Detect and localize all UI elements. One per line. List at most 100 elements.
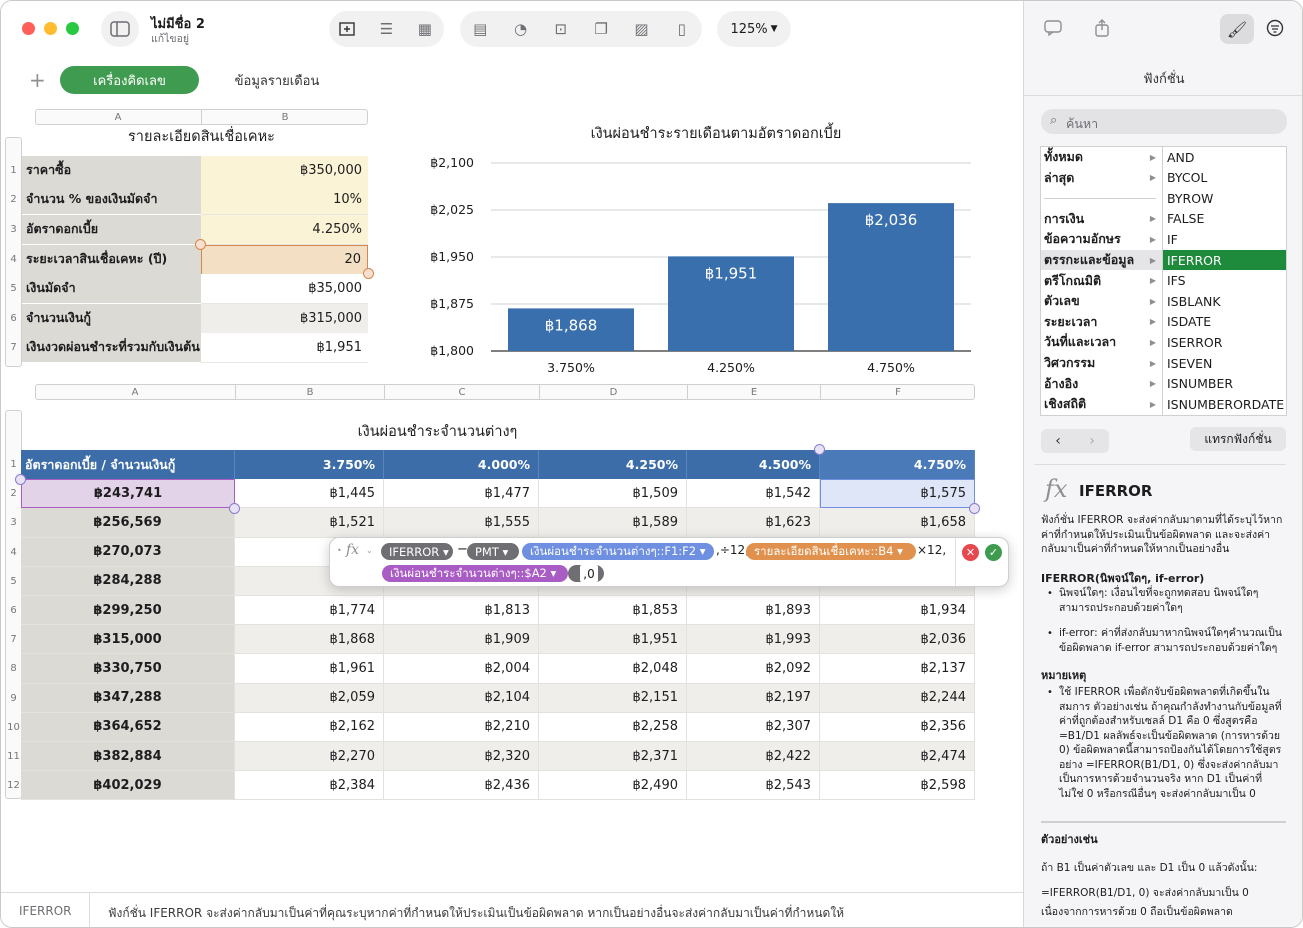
payment-cell[interactable]: ฿1,477 xyxy=(384,479,539,509)
accept-formula-button[interactable]: ✓ xyxy=(985,544,1002,561)
payment-cell[interactable]: ฿2,436 xyxy=(384,771,539,801)
payment-cell[interactable]: ฿1,893 xyxy=(687,596,820,626)
payment-cell[interactable]: ฿1,521 xyxy=(235,508,384,538)
row-number[interactable]: 11 xyxy=(7,751,20,763)
media-icon[interactable]: ▨ xyxy=(634,20,649,38)
loan-label-cell[interactable]: ราคาซื้อ xyxy=(22,156,201,186)
payment-cell[interactable]: ฿1,555 xyxy=(384,508,539,538)
category-item[interactable]: ตัวเลข ▶ xyxy=(1041,291,1162,311)
chart-icon[interactable]: ◔ xyxy=(513,20,528,38)
function-item[interactable]: IFERROR xyxy=(1163,250,1286,270)
function-item[interactable]: ISDATE xyxy=(1167,314,1212,330)
payment-cell[interactable]: ฿1,951 xyxy=(539,625,687,655)
tab-monthly-data[interactable]: ข้อมูลรายเดือน xyxy=(234,73,320,89)
payment-cell[interactable]: ฿2,356 xyxy=(820,712,975,742)
column-header[interactable]: B xyxy=(235,384,384,400)
payment-cell[interactable]: ฿1,813 xyxy=(384,596,539,626)
payment-cell[interactable]: ฿2,320 xyxy=(384,742,539,772)
row-number[interactable]: 8 xyxy=(10,663,17,675)
column-header[interactable]: A xyxy=(131,386,139,398)
insert-function-button[interactable]: แทรกฟังก์ชั่น xyxy=(1190,427,1286,451)
payment-cell[interactable]: ฿1,542 xyxy=(687,479,820,509)
forward-button[interactable]: › xyxy=(1075,429,1109,453)
table-header-cell[interactable]: 4.750% xyxy=(820,450,975,480)
payment-cell[interactable]: ฿2,092 xyxy=(687,654,820,684)
token-pmt[interactable]: PMT ▾ xyxy=(467,543,519,560)
function-item[interactable]: IF xyxy=(1167,231,1178,247)
row-number[interactable]: 12 xyxy=(7,780,20,792)
payment-cell[interactable]: ฿1,623 xyxy=(687,508,820,538)
row-number[interactable]: 4 xyxy=(10,254,17,266)
loan-label-cell[interactable]: เงินงวดผ่อนชำระที่รวมกับเงินต้น xyxy=(22,333,201,363)
row-number[interactable]: 3 xyxy=(10,517,17,529)
loan-label-cell[interactable]: จำนวนเงินกู้ xyxy=(22,304,201,334)
category-item[interactable]: ตรีโกณมิติ ▶ xyxy=(1041,271,1162,291)
loan-amount-cell[interactable]: ฿330,750 xyxy=(21,654,235,684)
loan-amount-cell[interactable]: ฿315,000 xyxy=(21,625,235,655)
payment-cell[interactable]: ฿2,210 xyxy=(384,712,539,742)
token-range-f1f2[interactable]: เงินผ่อนชำระจำนวนต่างๆ::F1:F2 ▾ xyxy=(522,543,714,560)
column-header[interactable]: C xyxy=(384,384,539,400)
delete-icon[interactable]: ▯ xyxy=(677,20,686,38)
payment-cell[interactable]: ฿2,197 xyxy=(687,683,820,713)
selection-handle[interactable] xyxy=(814,444,825,455)
payment-cell[interactable]: ฿2,371 xyxy=(539,742,687,772)
bar[interactable] xyxy=(668,256,794,351)
token-iferror[interactable]: IFERROR ▾ xyxy=(381,543,453,560)
loan-amount-cell[interactable]: ฿284,288 xyxy=(21,566,235,596)
payment-cell[interactable]: ฿2,162 xyxy=(235,712,384,742)
loan-value-cell[interactable]: 4.250% xyxy=(201,215,368,245)
table-header-cell[interactable]: 4.000% xyxy=(384,450,539,480)
payment-cell[interactable]: ฿1,774 xyxy=(235,596,384,626)
row-number[interactable]: 9 xyxy=(10,692,17,704)
loan-value-cell[interactable]: ฿350,000 xyxy=(201,156,368,186)
payment-cell[interactable]: ฿2,422 xyxy=(687,742,820,772)
payment-cell[interactable]: ฿2,490 xyxy=(539,771,687,801)
column-header[interactable]: E xyxy=(687,384,820,400)
share-button[interactable] xyxy=(1085,17,1119,43)
payment-cell[interactable]: ฿1,961 xyxy=(235,654,384,684)
function-item[interactable]: ISEVEN xyxy=(1167,355,1213,371)
selection-handle[interactable] xyxy=(195,239,206,250)
function-item[interactable]: BYROW xyxy=(1167,190,1214,206)
payment-cell[interactable]: ฿1,445 xyxy=(235,479,384,509)
function-item[interactable]: FALSE xyxy=(1167,211,1205,227)
function-item[interactable]: ISERROR xyxy=(1167,334,1223,350)
row-number[interactable]: 2 xyxy=(10,194,17,206)
payment-cell[interactable]: ฿2,598 xyxy=(820,771,975,801)
insert-table-row-icon[interactable] xyxy=(337,18,359,40)
loan-value-cell[interactable]: 20 xyxy=(201,245,368,275)
loan-value-cell[interactable]: 10% xyxy=(201,185,368,215)
loan-value-cell[interactable]: ฿1,951 xyxy=(201,333,368,363)
row-number[interactable]: 6 xyxy=(10,313,17,325)
payment-cell[interactable]: ฿2,004 xyxy=(384,654,539,684)
payment-cell[interactable]: ฿1,909 xyxy=(384,625,539,655)
payment-cell[interactable]: ฿1,575 xyxy=(820,479,975,509)
row-number[interactable]: 7 xyxy=(10,634,17,646)
table-header-cell[interactable]: อัตราดอกเบี้ย / จำนวนเงินกู้ xyxy=(21,450,235,480)
format-button[interactable]: 🖌 xyxy=(1220,14,1254,44)
payment-cell[interactable]: ฿2,543 xyxy=(687,771,820,801)
payment-cell[interactable]: ฿1,868 xyxy=(235,625,384,655)
function-item[interactable]: AND xyxy=(1167,149,1195,165)
row-number[interactable]: 6 xyxy=(10,605,17,617)
row-number[interactable]: 3 xyxy=(10,224,17,236)
loan-amount-cell[interactable]: ฿402,029 xyxy=(21,771,235,801)
payment-cell[interactable]: ฿2,307 xyxy=(687,712,820,742)
row-number[interactable]: 1 xyxy=(10,459,17,471)
search-input[interactable]: ⌕ ค้นหา xyxy=(1041,109,1287,134)
payment-cell[interactable]: ฿2,048 xyxy=(539,654,687,684)
row-number[interactable]: 10 xyxy=(7,721,20,733)
column-header[interactable]: F xyxy=(820,384,975,400)
row-number[interactable]: 7 xyxy=(10,342,17,354)
payment-cell[interactable]: ฿2,270 xyxy=(235,742,384,772)
table-header-cell[interactable]: 4.250% xyxy=(539,450,687,480)
minimize-window-button[interactable] xyxy=(44,22,57,35)
row-number[interactable]: 5 xyxy=(10,283,17,295)
payment-cell[interactable]: ฿1,658 xyxy=(820,508,975,538)
bar[interactable] xyxy=(828,203,954,351)
function-item[interactable]: ISBLANK xyxy=(1167,293,1221,309)
payment-cell[interactable]: ฿2,036 xyxy=(820,625,975,655)
category-item[interactable] xyxy=(1041,188,1162,208)
loan-label-cell[interactable]: ระยะเวลาสินเชื่อเคหะ (ปี) xyxy=(22,245,201,275)
